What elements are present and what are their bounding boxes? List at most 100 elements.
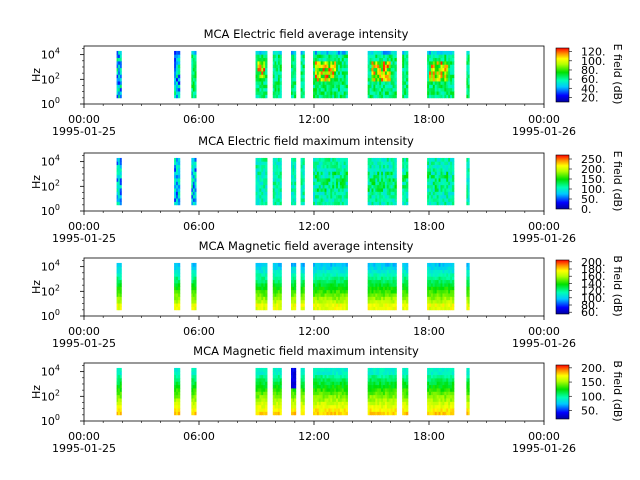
spectrogram-cell	[192, 404, 195, 409]
spectrogram-cell	[375, 91, 378, 95]
spectrogram-cell	[276, 388, 279, 392]
spectrogram-cell	[450, 286, 453, 291]
spectrogram-cell	[320, 374, 324, 379]
spectrogram-cell	[373, 388, 376, 392]
spectrogram-cell	[316, 293, 320, 297]
spectrogram-cell	[466, 401, 469, 406]
spectrogram-cell	[272, 57, 275, 62]
spectrogram-cell	[448, 198, 451, 202]
spectrogram-cell	[265, 276, 268, 281]
spectrogram-cell	[292, 408, 295, 412]
spectrogram-cell	[339, 171, 343, 176]
spectrogram-cell	[440, 306, 443, 311]
spectrogram-cell	[390, 289, 393, 294]
spectrogram-cell	[394, 64, 397, 69]
x-tick-label: 06:00	[183, 220, 215, 233]
spectrogram-cell	[272, 184, 275, 189]
spectrogram-cell	[427, 262, 430, 267]
spectrogram-cell	[326, 174, 329, 179]
spectrogram-cell	[406, 303, 409, 307]
spectrogram-cell	[277, 384, 281, 389]
spectrogram-cell	[452, 201, 455, 206]
spectrogram-cell	[383, 286, 386, 291]
spectrogram-cell	[302, 198, 305, 202]
colorbar-label: E field (dB)	[611, 44, 624, 105]
spectrogram-cell	[440, 178, 443, 182]
spectrogram-cell	[265, 94, 268, 99]
spectrogram-cell	[326, 57, 329, 62]
spectrogram-cell	[326, 371, 329, 376]
spectrogram-cell	[390, 283, 393, 287]
spectrogram-cell	[345, 194, 348, 199]
spectrogram-cell	[255, 81, 258, 85]
spectrogram-cell	[406, 269, 409, 274]
spectrogram-cell	[450, 371, 453, 376]
spectrogram-cell	[313, 384, 316, 389]
spectrogram-cell	[375, 71, 378, 75]
spectrogram-cell	[381, 60, 384, 65]
spectrogram-cell	[369, 262, 372, 267]
spectrogram-cell	[276, 269, 279, 274]
spectrogram-cell	[318, 303, 322, 307]
spectrogram-cell	[430, 367, 434, 372]
spectrogram-cell	[386, 194, 390, 199]
spectrogram-cell	[116, 303, 119, 307]
spectrogram-cell	[436, 71, 439, 75]
spectrogram-cell	[446, 91, 449, 95]
spectrogram-cell	[381, 157, 384, 162]
spectrogram-cell	[326, 60, 329, 65]
spectrogram-cell	[314, 174, 318, 179]
spectrogram-cell	[373, 87, 376, 92]
spectrogram-cell	[402, 398, 405, 402]
spectrogram-cell	[257, 391, 260, 396]
spectrogram-cell	[174, 87, 177, 92]
spectrogram-cell	[328, 401, 331, 406]
spectrogram-cell	[194, 289, 197, 294]
spectrogram-cell	[427, 50, 430, 55]
spectrogram-cell	[343, 64, 347, 69]
spectrogram-cell	[343, 84, 347, 89]
spectrogram-cell	[300, 279, 303, 284]
spectrogram-cell	[337, 279, 341, 284]
spectrogram-cell	[277, 411, 281, 416]
spectrogram-cell	[332, 391, 335, 396]
spectrogram-cell	[276, 289, 279, 294]
spectrogram-cell	[466, 167, 469, 172]
spectrogram-cell	[257, 77, 260, 82]
spectrogram-cell	[272, 283, 275, 287]
spectrogram-cell	[440, 184, 443, 189]
spectrogram-cell	[402, 279, 405, 284]
spectrogram-cell	[343, 293, 347, 297]
spectrogram-cell	[255, 371, 258, 376]
spectrogram-cell	[444, 50, 447, 55]
spectrogram-cell	[274, 184, 277, 189]
spectrogram-cell	[272, 279, 275, 284]
spectrogram-cell	[276, 371, 279, 376]
spectrogram-cell	[320, 201, 324, 206]
spectrogram-cell	[375, 289, 378, 294]
spectrogram-cell	[292, 77, 295, 82]
spectrogram-cell	[432, 191, 436, 196]
spectrogram-cell	[116, 388, 119, 392]
spectrogram-cell	[313, 367, 316, 372]
spectrogram-cell	[274, 74, 277, 79]
spectrogram-cell	[452, 299, 455, 304]
spectrogram-cell	[375, 84, 378, 89]
spectrogram-cell	[427, 374, 430, 379]
spectrogram-cell	[404, 374, 407, 379]
spectrogram-cell	[384, 367, 388, 372]
spectrogram-cell	[406, 157, 409, 162]
spectrogram-cell	[300, 188, 303, 192]
spectrogram-cell	[377, 269, 380, 274]
spectrogram-cell	[438, 367, 441, 372]
spectrogram-cell	[118, 404, 121, 409]
spectrogram-cell	[381, 74, 384, 79]
spectrogram-cell	[302, 188, 305, 192]
spectrogram-cell	[261, 54, 264, 59]
spectrogram-cell	[467, 64, 470, 69]
spectrogram-cell	[330, 303, 333, 307]
spectrogram-cell	[367, 81, 370, 85]
spectrogram-cell	[191, 164, 194, 169]
spectrogram-cell	[466, 398, 469, 402]
